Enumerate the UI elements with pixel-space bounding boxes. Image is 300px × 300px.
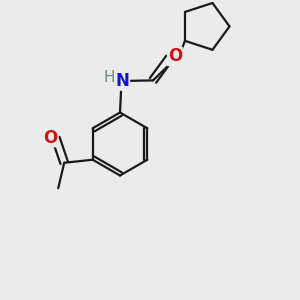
Text: O: O [43, 128, 58, 147]
Text: N: N [116, 72, 129, 90]
Text: H: H [103, 70, 115, 86]
Text: O: O [168, 47, 182, 65]
